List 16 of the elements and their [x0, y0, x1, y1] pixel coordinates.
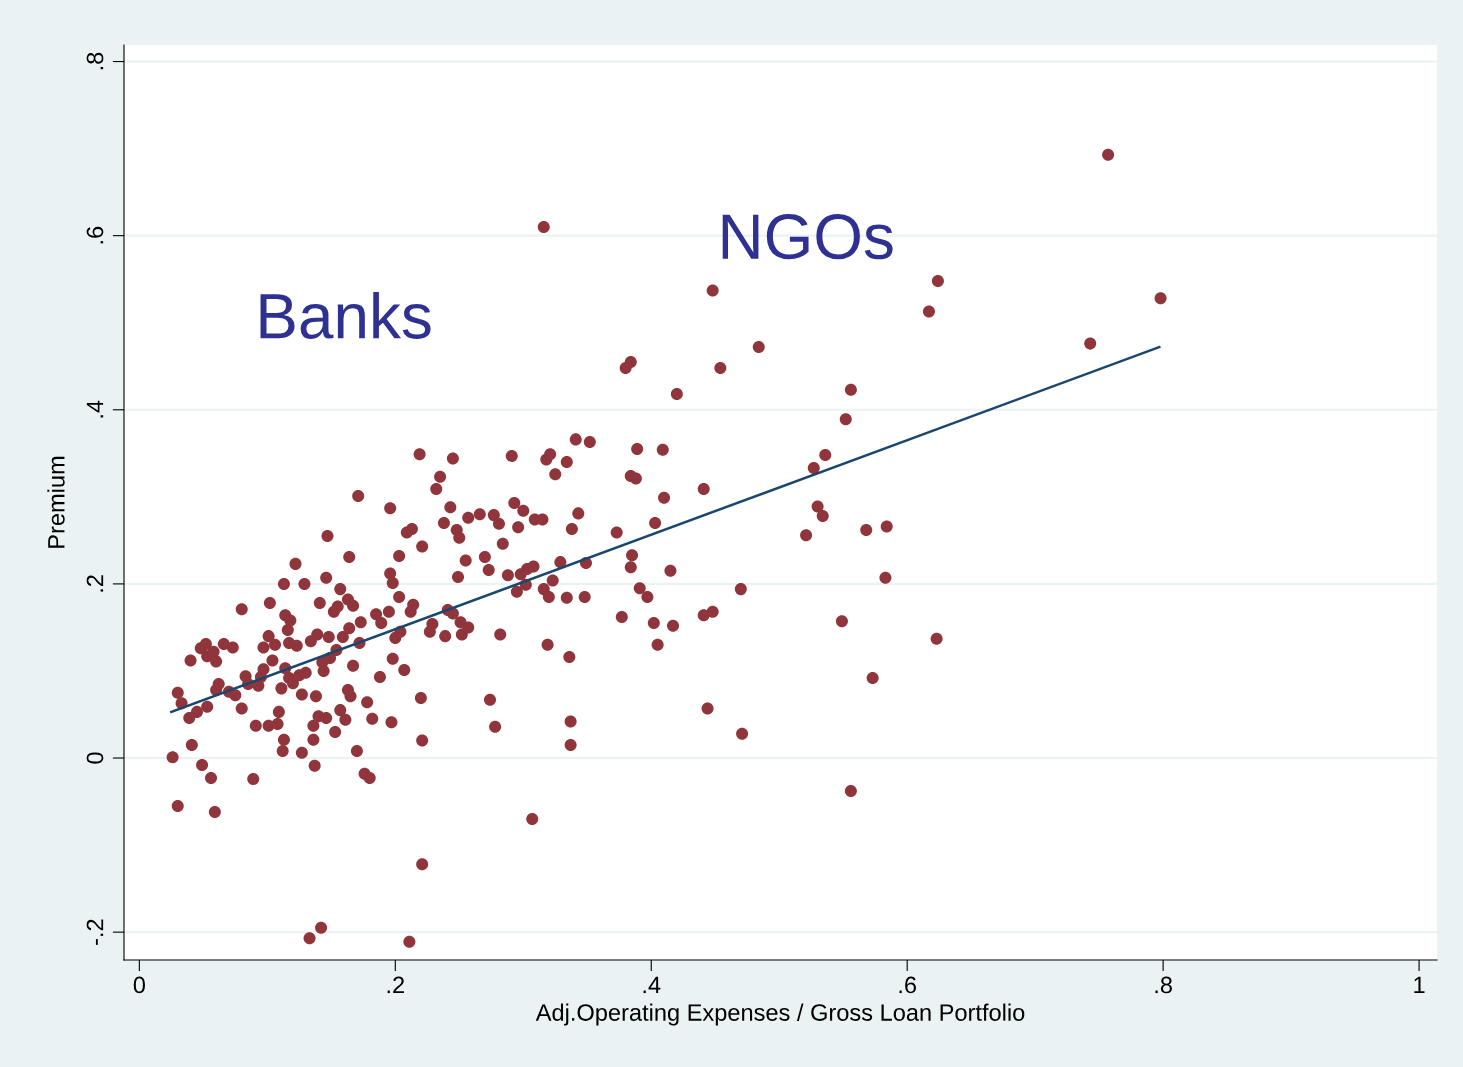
x-tick-label: 0 — [133, 976, 145, 994]
y-axis-title: Premium — [47, 456, 65, 548]
x-tick-label: 1 — [1414, 976, 1425, 994]
y-tick-label: .2 — [86, 575, 104, 592]
x-tick-label: .8 — [1155, 976, 1172, 994]
y-tick-label: .6 — [86, 226, 104, 244]
x-tick-label: .2 — [387, 976, 404, 994]
y-tick-label: .8 — [86, 52, 104, 70]
y-tick-label: .4 — [86, 400, 104, 418]
x-tick-label: .6 — [899, 976, 916, 994]
x-axis-title: Adj.Operating Expenses / Gross Loan Portfolio — [535, 1003, 1025, 1026]
annotation: Banks — [260, 291, 431, 339]
y-tick-label: 0 — [86, 752, 104, 764]
x-tick-label: .4 — [643, 976, 661, 994]
annotation: NGOs — [722, 214, 893, 260]
y-tick-label: -.2 — [86, 919, 104, 945]
